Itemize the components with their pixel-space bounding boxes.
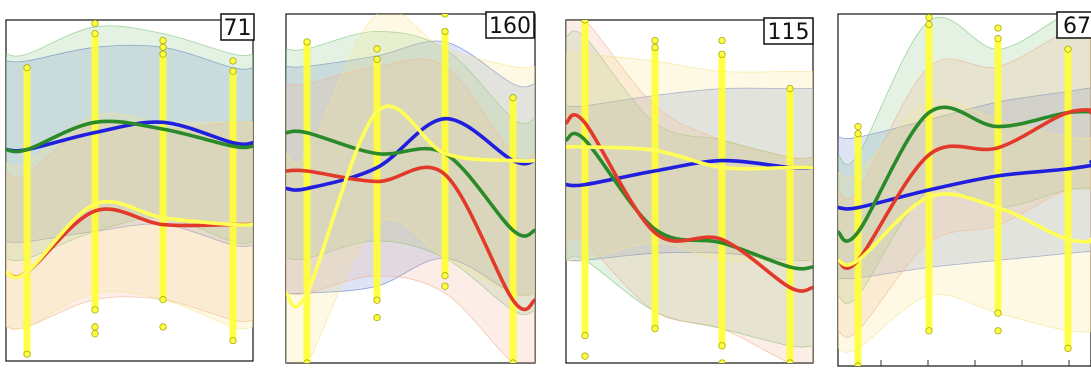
panel-label-box [485,11,535,39]
series-line [838,192,1091,267]
scatter-point [581,352,589,360]
series-line [838,159,1091,211]
x-axis-ticks [880,360,1070,366]
scatter-point [441,27,449,36]
chart-panel-2: 160 [285,11,536,364]
scatter-point [581,331,589,340]
scatter-point [925,20,933,29]
scatter-point [925,14,933,22]
series-line [566,144,813,171]
series-line [286,129,535,238]
scatter-point [91,323,99,331]
plot-area [838,14,1091,366]
chart-panel-4: 67 [837,11,1091,367]
scatter-point [229,67,237,75]
scatter-point [159,43,167,51]
panel-label-box [220,13,255,41]
panel-label-box [1056,11,1091,39]
panel-label: 71 [224,16,252,41]
confidence-band [6,44,253,247]
scatter-point [651,325,659,333]
plot-area [566,20,813,363]
series-line [286,165,535,312]
confidence-band [6,113,253,330]
panel-label: 67 [1063,14,1091,39]
scatter-point [718,50,726,58]
chart-panel-3: 115 [565,17,814,364]
scatter-point [441,282,449,290]
scatter-point [91,30,99,38]
scatter-point [23,350,31,358]
scatter-point [91,306,99,314]
scatter-point [718,359,726,363]
confidence-band [6,25,253,262]
chart-panel-1: 71 [5,13,255,362]
scatter-point [651,43,659,52]
scatter-point [581,20,589,24]
scatter-point [159,50,167,58]
scatter-point [509,94,517,102]
series-line [566,113,813,293]
scatter-point [159,296,167,304]
series-line [6,119,253,154]
confidence-band [566,30,813,348]
scatter-point [373,45,381,53]
scatter-point [718,36,726,45]
scatter-point [93,20,97,21]
scatter-point [994,35,1002,43]
confidence-band [566,87,813,261]
scatter-point [229,57,237,65]
scatter-point [159,323,167,331]
scatter-point [373,55,381,63]
confidence-band [838,14,1091,304]
scatter-point [229,336,237,345]
scatter-point [925,327,933,335]
scatter-point [994,327,1002,335]
scatter-point [509,359,517,363]
scatter-point [91,330,99,338]
series-line [838,105,1091,243]
scatter-point [854,123,862,131]
scatter-point [1064,45,1072,53]
scatter-point [373,314,381,322]
scatter-point [91,20,99,28]
scatter-point [303,38,311,46]
confidence-band [566,20,813,363]
confidence-band [286,40,535,297]
plot-area [6,20,253,358]
series-line [6,199,253,280]
scatter-point [1064,344,1072,352]
confidence-band [6,119,253,330]
scatter-point [854,362,862,366]
scatter-point [651,36,659,45]
scatter-point [23,64,31,72]
scatter-point [854,130,862,138]
panel-label: 115 [768,20,810,45]
scatter-point [786,359,794,363]
scatter-point [159,36,167,45]
scatter-point [303,359,311,363]
panel-label: 160 [489,14,531,39]
scatter-point [994,24,1002,32]
series-line [286,104,535,309]
scatter-point [441,272,449,280]
plot-area [286,14,535,363]
panel-label-box [763,17,814,45]
scatter-point [718,342,726,350]
scatter-point [786,85,794,93]
scatter-point [373,296,381,304]
confidence-band [286,14,535,363]
scatter-point [994,309,1002,317]
confidence-band [286,58,535,363]
scatter-point [441,14,449,18]
